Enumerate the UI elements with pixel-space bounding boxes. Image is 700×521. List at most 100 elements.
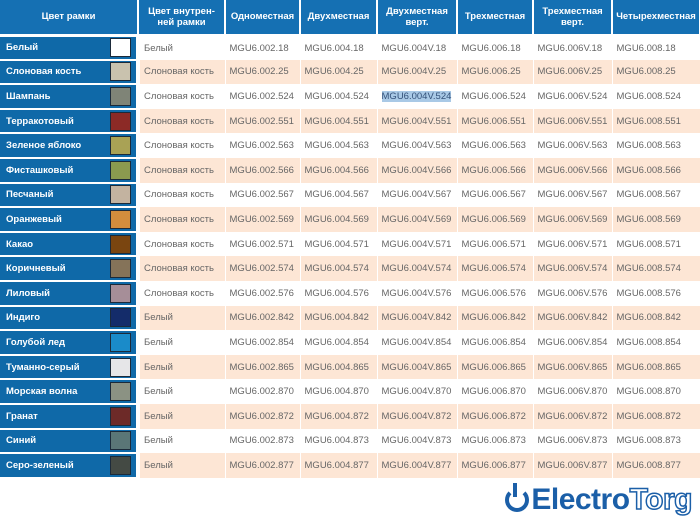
article-code: MGU6.008.571 [612,231,700,257]
cell-text: MGU6.004V.870 [381,386,452,398]
cell-text: MGU6.002.524 [229,90,294,102]
article-code: MGU6.008.877 [612,453,700,478]
table-row: Зеленое яблоко Слоновая кость MGU6.002.563… [0,133,700,159]
cell-text: MGU6.006.524 [461,90,526,102]
cell-text: MGU6.006.873 [461,435,526,447]
table-row: Туманно-серый Белый MGU6.002.865 MGU6.004.8… [0,354,700,381]
article-code: MGU6.008.566 [612,157,700,183]
cell-text: MGU6.004.551 [304,115,369,127]
cell-text: MGU6.002.576 [229,287,294,299]
article-code: MGU6.008.563 [612,133,700,158]
cell-text: MGU6.008.576 [616,287,681,299]
article-code: MGU6.002.576 [225,280,301,306]
frame-color-name: Гранат [0,403,104,430]
cell-text: MGU6.004V.571 [381,238,452,250]
swatch-cell [104,379,141,405]
color-swatch [109,185,131,205]
table-row: Коричневый Слоновая кость MGU6.002.574 MGU6… [0,256,700,282]
article-code: MGU6.006V.18 [533,35,613,60]
cell-text: Слоновая кость [144,66,214,78]
table-row: Морская волна Белый MGU6.002.870 MGU6.004.8… [0,379,700,405]
column-header: Трехместная [457,0,535,37]
article-code: MGU6.004V.563 [377,133,458,158]
cell-text: MGU6.004V.25 [381,66,447,78]
cell-text: MGU6.002.872 [229,410,294,422]
swatch-cell [104,305,141,332]
article-code: MGU6.006V.873 [533,428,613,454]
cell-text: MGU6.006V.567 [537,189,608,201]
logo-text-torg: Torg [629,482,693,517]
article-code: MGU6.006.872 [457,403,534,429]
cell-text: Белый [144,336,173,348]
article-code: MGU6.006V.576 [533,280,613,306]
article-code: MGU6.008.567 [612,182,700,208]
article-code: MGU6.004.571 [300,231,378,257]
cell-text: MGU6.002.571 [229,238,294,250]
inner-frame-color: Белый [138,305,226,331]
article-code: MGU6.006.877 [457,453,534,478]
article-code: MGU6.004V.25 [377,59,458,85]
cell-text: MGU6.004V.524 [381,90,452,102]
cell-text: Слоновая кость [144,287,214,299]
cell-text: MGU6.008.563 [616,140,681,152]
swatch-cell [104,182,141,209]
cell-text: Слоновая кость [144,140,214,152]
inner-frame-color: Слоновая кость [138,256,226,281]
cell-text: MGU6.004V.566 [381,164,452,176]
cell-text: Белый [144,42,173,54]
cell-text: MGU6.006V.877 [537,459,608,471]
article-code: MGU6.004.842 [300,305,378,331]
cell-text: MGU6.004V.18 [381,42,447,54]
frame-color-name: Синий [0,428,104,455]
cell-text: MGU6.002.865 [229,361,294,373]
cell-text: Слоновая кость [144,263,214,275]
article-code: MGU6.002.571 [225,231,301,257]
article-code: MGU6.004V.569 [377,207,458,232]
frame-color-name: Зеленое яблоко [0,133,104,159]
cell-text: MGU6.008.551 [616,115,681,127]
article-code: MGU6.006V.574 [533,256,613,281]
cell-text: MGU6.006V.870 [537,386,608,398]
cell-text: MGU6.004.563 [304,140,369,152]
cell-text: MGU6.004.865 [304,361,369,373]
frame-color-name: Коричневый [0,256,104,282]
article-code: MGU6.004.524 [300,84,378,109]
article-code: MGU6.006.524 [457,84,534,109]
inner-frame-color: Белый [138,403,226,429]
cell-text: MGU6.006V.865 [537,361,608,373]
article-code: MGU6.008.870 [612,379,700,404]
cell-text: MGU6.006V.571 [537,238,608,250]
table-row: Лиловый Слоновая кость MGU6.002.576 MGU6.00… [0,280,700,307]
color-swatch [109,455,131,475]
color-swatch [109,136,131,156]
article-code: MGU6.004V.842 [377,305,458,331]
cell-text: MGU6.006.18 [461,42,521,54]
cell-text: MGU6.008.842 [616,312,681,324]
article-code: MGU6.008.576 [612,280,700,306]
article-code: MGU6.006.571 [457,231,534,257]
swatch-cell [104,453,141,479]
article-code: MGU6.006.870 [457,379,534,404]
color-swatch [109,160,131,180]
cell-text: MGU6.004V.877 [381,459,452,471]
article-code: MGU6.004.566 [300,157,378,183]
cell-text: Слоновая кость [144,90,214,102]
cell-text: MGU6.002.567 [229,189,294,201]
cell-text: MGU6.004.25 [304,66,364,78]
color-swatch [109,332,131,352]
cell-text: MGU6.004.870 [304,386,369,398]
cell-text: MGU6.002.563 [229,140,294,152]
article-code: MGU6.006V.25 [533,59,613,85]
cell-text: Белый [144,410,173,422]
article-code: MGU6.006V.877 [533,453,613,478]
table-row: Синий Белый MGU6.002.873 MGU6.004.873 MGU6.0… [0,428,700,455]
article-code: MGU6.006.576 [457,280,534,306]
cell-text: Белый [144,435,173,447]
cell-text: MGU6.006V.18 [537,42,603,54]
column-header: Цвет внутрен-ней рамки [138,0,227,37]
color-swatch [109,86,131,106]
cell-text: MGU6.002.877 [229,459,294,471]
article-code: MGU6.004V.870 [377,379,458,404]
article-code: MGU6.006.854 [457,330,534,355]
cell-text: MGU6.006V.566 [537,164,608,176]
